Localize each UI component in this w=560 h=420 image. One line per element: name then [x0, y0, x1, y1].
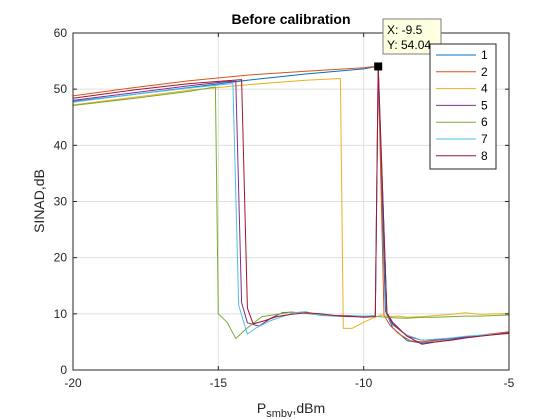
- chart-title: Before calibration: [231, 11, 350, 27]
- datatip-y: Y: 54.04: [387, 38, 431, 52]
- legend[interactable]: 1 2 4 5 6 7 8: [429, 43, 497, 170]
- x-axis-label-subscript: smbv: [266, 408, 293, 420]
- x-tick-label: -15: [210, 376, 228, 390]
- y-tick-label: 40: [54, 138, 68, 152]
- legend-entry-5[interactable]: 5: [481, 98, 488, 112]
- legend-entry-4[interactable]: 4: [481, 82, 488, 96]
- y-tick-label: 30: [54, 195, 68, 209]
- x-axis-label-unit: ,dBm: [292, 400, 325, 416]
- legend-box: [429, 43, 497, 170]
- y-tick-label: 10: [54, 307, 68, 321]
- datatip-x: X: -9.5: [387, 23, 423, 37]
- series-line-4: [72, 78, 509, 329]
- series-line-8: [72, 66, 510, 345]
- datatip-marker[interactable]: [374, 62, 383, 71]
- y-tick-label: 60: [54, 26, 68, 40]
- x-axis-label: Psmbv,dBm: [257, 400, 325, 420]
- axis-ticks: -20 -15 -10 -5 0 10 20 30 40 50 60: [54, 26, 515, 390]
- y-tick-label: 50: [54, 82, 68, 96]
- x-tick-label: -20: [64, 376, 82, 390]
- legend-entry-7[interactable]: 7: [481, 132, 488, 146]
- y-tick-label: 0: [60, 363, 67, 377]
- series-line-6: [72, 86, 510, 339]
- legend-entry-2[interactable]: 2: [481, 65, 488, 79]
- legend-entry-6[interactable]: 6: [481, 115, 488, 129]
- legend-entry-1[interactable]: 1: [481, 48, 488, 62]
- series-lines: [72, 66, 510, 345]
- series-line-5: [72, 66, 510, 341]
- legend-entry-8[interactable]: 8: [481, 149, 488, 163]
- x-tick-label: -5: [504, 376, 515, 390]
- y-tick-label: 20: [54, 251, 68, 265]
- y-axis-label: SINAD,dB: [31, 169, 47, 233]
- x-axis-label-main: P: [257, 400, 266, 416]
- x-tick-label: -10: [355, 376, 373, 390]
